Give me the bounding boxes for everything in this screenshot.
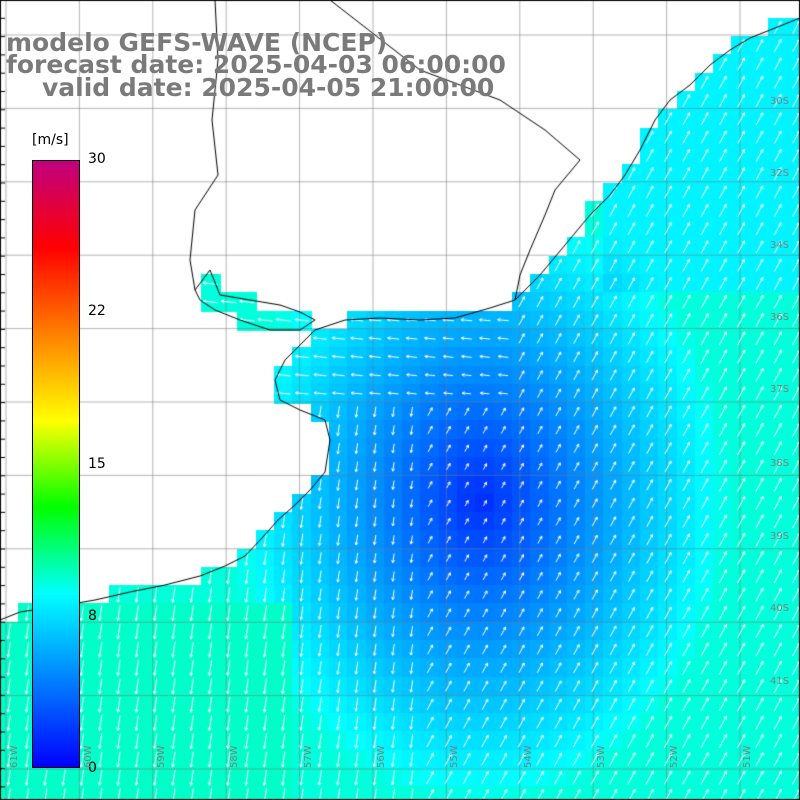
lat-label: 34S xyxy=(770,240,789,251)
colorbar-gradient xyxy=(32,160,80,768)
lat-label: 38S xyxy=(770,458,789,469)
colorbar-unit: [m/s] xyxy=(32,132,69,148)
colorbar-tick: 22 xyxy=(88,303,106,319)
lon-label: 57W xyxy=(303,745,314,768)
lon-label: 58W xyxy=(229,745,240,768)
lon-label: 52W xyxy=(669,745,680,768)
lat-label: 30S xyxy=(770,96,789,107)
lon-label: 56W xyxy=(376,745,387,768)
lon-label: 54W xyxy=(523,745,534,768)
lon-label: 60W xyxy=(83,745,94,768)
lat-label: 41S xyxy=(770,676,789,687)
lat-label: 32S xyxy=(770,168,789,179)
colorbar-tick: 15 xyxy=(88,456,106,472)
lon-label: 59W xyxy=(156,745,167,768)
lon-label: 55W xyxy=(449,745,460,768)
lat-label: 40S xyxy=(770,603,789,614)
lon-label: 51W xyxy=(742,745,753,768)
lat-label: 39S xyxy=(770,531,789,542)
colorbar-tick: 8 xyxy=(88,608,97,624)
lon-label: 61W xyxy=(9,745,20,768)
lat-label: 37S xyxy=(770,384,789,395)
lon-label: 53W xyxy=(596,745,607,768)
colorbar-legend: [m/s] 30 22 15 8 0 xyxy=(0,0,110,800)
lat-label: 36S xyxy=(770,312,789,323)
colorbar-tick: 30 xyxy=(88,151,106,167)
